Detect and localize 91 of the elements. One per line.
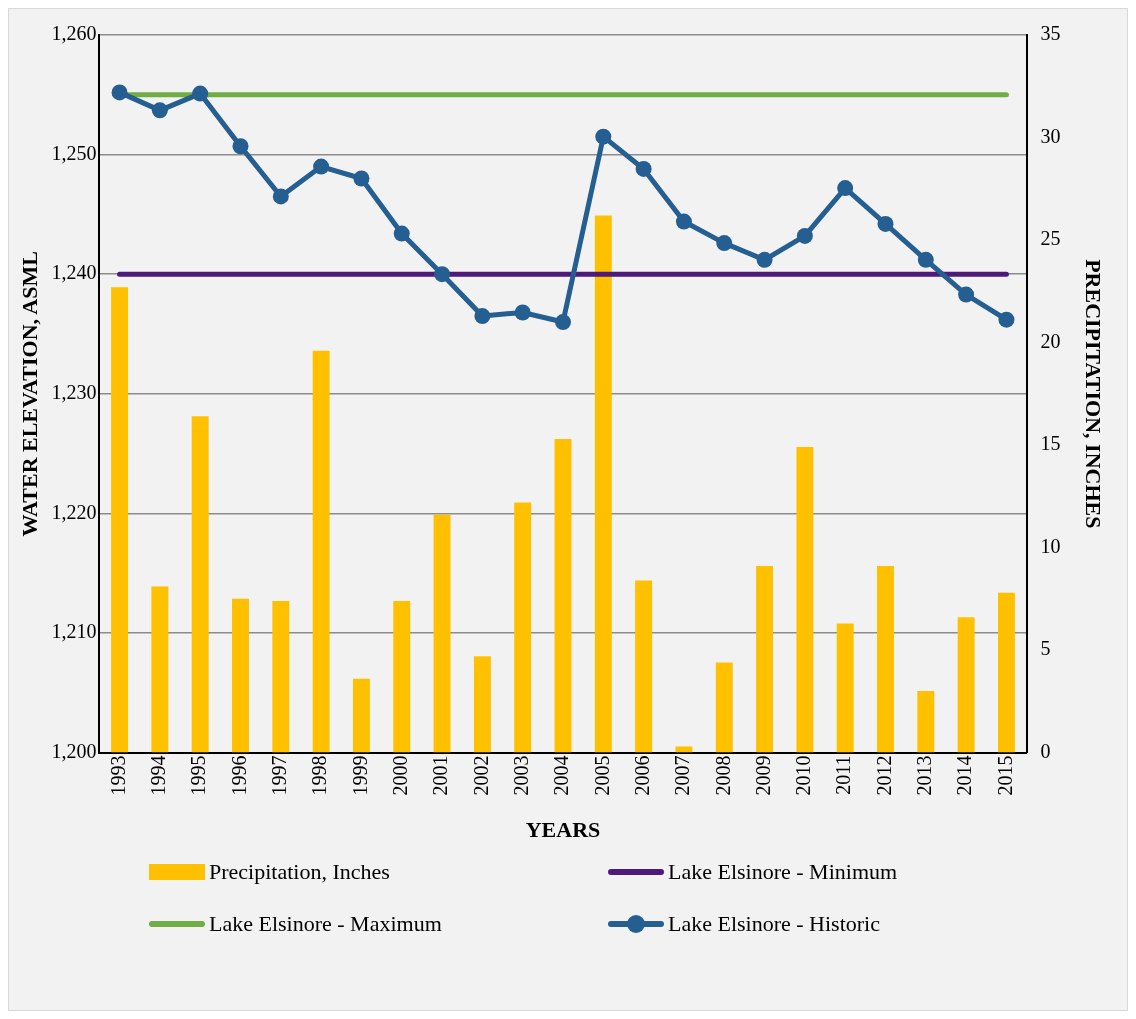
x-tick-label: 2003: [509, 755, 532, 796]
point: [675, 213, 692, 230]
bar: [917, 691, 935, 753]
bar: [635, 580, 653, 753]
bar: [514, 502, 532, 753]
x-tick-label: 2014: [953, 755, 976, 796]
y2-tick-label: 15: [1040, 432, 1061, 455]
bar: [272, 600, 290, 753]
point: [353, 170, 370, 187]
point: [313, 158, 330, 175]
y-tick-label: 1,230: [51, 381, 97, 404]
bar: [191, 416, 209, 753]
point: [635, 160, 652, 177]
bar: [715, 662, 733, 753]
bar: [796, 447, 814, 753]
bar: [594, 215, 612, 753]
point: [998, 311, 1015, 328]
bar: [756, 566, 774, 753]
x-tick-label: 1994: [147, 755, 170, 796]
point: [796, 227, 813, 244]
point: [716, 235, 733, 252]
y2-tick-label: 0: [1040, 739, 1051, 762]
y-tick-label: 1,210: [51, 620, 97, 643]
bar: [312, 350, 330, 753]
x-tick-label: 1998: [308, 755, 331, 796]
y-axis-title: WATER ELEVATION, ASML: [16, 251, 42, 537]
x-tick-label: 1993: [106, 755, 129, 796]
y2-tick-label: 10: [1040, 534, 1061, 557]
legend-label: Precipitation, Inches: [209, 859, 390, 885]
bar: [352, 678, 370, 753]
x-tick-label: 2005: [590, 755, 613, 796]
point: [756, 251, 773, 268]
bar: [232, 598, 249, 753]
point: [393, 225, 410, 242]
bar: [877, 566, 894, 753]
y-tick-label: 1,200: [51, 739, 97, 762]
x-tick-label: 2004: [550, 755, 573, 796]
x-tick-label: 2010: [792, 755, 815, 796]
point: [192, 85, 209, 102]
bar: [997, 592, 1015, 753]
x-tick-label: 1996: [227, 755, 250, 796]
x-tick-label: 2013: [913, 755, 936, 796]
x-tick-label: 2015: [993, 755, 1016, 796]
legend-label: Lake Elsinore - Historic: [668, 911, 880, 937]
bar: [957, 617, 975, 753]
bar: [433, 514, 451, 753]
point: [232, 138, 249, 155]
point: [434, 266, 451, 283]
x-tick-label: 2007: [671, 755, 694, 796]
point: [111, 84, 128, 101]
point: [555, 314, 571, 331]
point: [474, 308, 491, 325]
y2-axis-title: PRECIPITATION, INCHES: [1081, 259, 1107, 529]
y-tick-label: 1,220: [51, 500, 97, 523]
bar: [111, 287, 129, 753]
y2-tick-label: 5: [1040, 637, 1051, 660]
y2-tick-label: 35: [1040, 22, 1061, 45]
point: [837, 180, 854, 197]
x-tick-label: 2002: [469, 755, 492, 796]
x-tick-label: 2009: [751, 755, 774, 796]
x-tick-label: 2000: [389, 755, 411, 796]
y2-tick-label: 30: [1040, 124, 1061, 147]
legend-label: Lake Elsinore - Minimum: [668, 859, 898, 885]
x-axis-title: YEARS: [525, 817, 601, 843]
y-tick-label: 1,250: [51, 141, 97, 164]
bar: [151, 586, 169, 753]
point: [595, 128, 612, 145]
x-tick-label: 1995: [187, 755, 210, 796]
bar: [393, 600, 411, 753]
x-tick-label: 1997: [268, 755, 291, 796]
point: [917, 251, 934, 268]
bar: [836, 623, 854, 753]
x-tick-label: 2006: [630, 755, 653, 796]
point: [877, 215, 894, 232]
x-tick-label: 1999: [348, 755, 371, 796]
point: [151, 102, 168, 119]
point: [272, 188, 289, 205]
y2-tick-label: 20: [1040, 329, 1061, 352]
point: [958, 286, 975, 303]
legend-label: Lake Elsinore - Maximum: [209, 911, 442, 937]
bar: [473, 656, 491, 753]
y-tick-label: 1,240: [51, 261, 97, 284]
x-tick-label: 2012: [872, 755, 895, 796]
x-tick-label: 2001: [429, 755, 452, 796]
y2-tick-label: 25: [1040, 227, 1061, 250]
bar: [675, 746, 693, 753]
x-tick-label: 2008: [711, 755, 734, 796]
x-tick-label: 2011: [832, 755, 855, 795]
point: [514, 304, 531, 321]
y-tick-label: 1,260: [51, 22, 97, 45]
bar: [554, 438, 572, 753]
